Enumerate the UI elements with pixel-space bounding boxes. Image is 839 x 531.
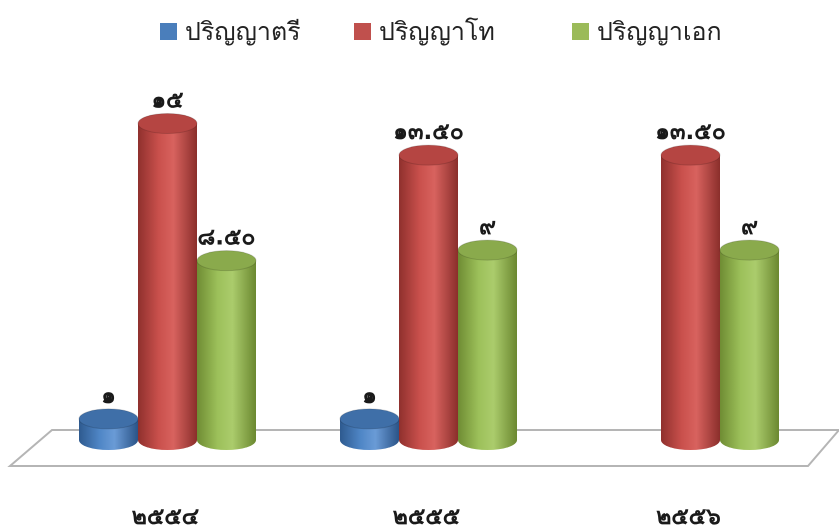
bar-master-1 [137, 113, 198, 450]
data-label-master-1: ๑๕ [151, 88, 183, 114]
bar-bachelor-1 [78, 408, 139, 450]
bar-master-3 [660, 144, 721, 450]
legend-swatch-bachelor [160, 23, 177, 40]
data-label-master-2: ๑๓.๕๐ [393, 119, 464, 145]
bar-doctoral-3 [719, 239, 780, 450]
legend-label-doctoral: ปริญญาเอก [597, 17, 722, 46]
bars-layer [78, 113, 780, 450]
data-label-bachelor-1: ๑ [101, 383, 116, 409]
x-tick-label-1: ๒๕๕๔ [132, 504, 199, 530]
chart-legend: ปริญญาตรี ปริญญาโท ปริญญาเอก [160, 17, 722, 46]
x-tick-label-2: ๒๕๕๕ [393, 504, 460, 530]
data-labels-layer: ๑ ๑๕๘.๕๐๑ ๑๓.๕๐๙ ๑๓.๕๐๙ [101, 88, 758, 409]
legend-swatch-master [354, 23, 371, 40]
x-axis-tick-labels: ๒๕๕๔ ๒๕๕๕ ๒๕๕๖ [132, 504, 721, 530]
bar-master-2 [398, 144, 459, 450]
bar-doctoral-1 [196, 250, 257, 450]
legend-swatch-doctoral [572, 23, 589, 40]
legend-label-master: ปริญญาโท [379, 17, 495, 46]
data-label-bachelor-2: ๑ [362, 383, 377, 409]
data-label-doctoral-1: ๘.๕๐ [198, 225, 256, 251]
data-label-master-3: ๑๓.๕๐ [655, 119, 726, 145]
data-label-doctoral-3: ๙ [741, 214, 758, 240]
x-tick-label-3: ๒๕๕๖ [656, 504, 721, 530]
data-label-doctoral-2: ๙ [479, 214, 496, 240]
bar-doctoral-2 [457, 239, 518, 450]
bar-bachelor-2 [339, 408, 400, 450]
legend-label-bachelor: ปริญญาตรี [185, 17, 301, 46]
